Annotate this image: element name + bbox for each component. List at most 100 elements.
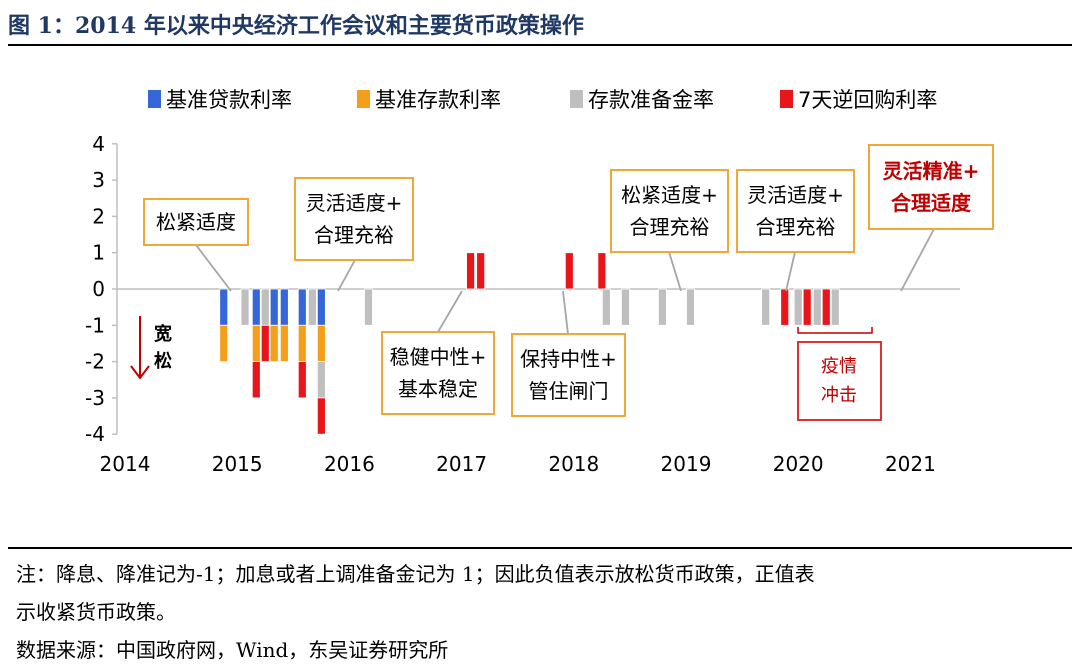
annotation-leader <box>437 290 463 333</box>
bar-segment <box>219 288 229 326</box>
easing-arrow-head <box>130 365 150 380</box>
bar-segment <box>802 288 812 326</box>
bar-segment <box>686 288 695 326</box>
bar-segment <box>476 252 486 290</box>
x-tick-label: 2019 <box>661 452 712 476</box>
source-line: 数据来源：中国政府网，Wind，东吴证券研究所 <box>16 638 449 662</box>
y-tick-label: 3 <box>92 168 105 192</box>
annotation-text: 灵活适度+ <box>747 183 844 207</box>
annotation-leader <box>668 251 682 292</box>
annotation-text: 灵活精准+ <box>883 159 980 183</box>
bar-segment <box>260 288 270 326</box>
legend-swatch <box>780 90 793 108</box>
annotation-text: 合理充裕 <box>756 215 836 239</box>
x-tick-label: 2021 <box>885 452 936 476</box>
covid-text: 疫情 <box>821 356 857 377</box>
x-tick-label: 2015 <box>212 452 263 476</box>
bar-segment <box>269 288 279 326</box>
bar-segment <box>219 324 229 362</box>
bar-segment <box>316 324 326 362</box>
bar-segment <box>316 397 326 435</box>
bar-segment <box>780 288 790 326</box>
x-tick-label: 2020 <box>773 452 824 476</box>
x-tick-label: 2017 <box>436 452 487 476</box>
bar-segment <box>761 288 771 326</box>
bar-segment <box>260 324 270 362</box>
title-divider <box>8 44 1072 46</box>
annotation-box <box>381 331 495 415</box>
bar-segment <box>364 288 373 326</box>
legend-swatch <box>570 90 583 108</box>
annotation-box <box>294 177 414 261</box>
bar-segment <box>658 288 667 326</box>
bar-segment <box>316 288 326 326</box>
legend-swatch <box>357 90 370 108</box>
y-tick-label: 4 <box>92 132 105 156</box>
annotation-box <box>511 333 626 417</box>
bar-segment <box>251 361 261 399</box>
annotation-text: 稳健中性+ <box>390 345 487 369</box>
annotation-leader <box>562 290 569 335</box>
annotation-text: 管住闸门 <box>529 379 609 403</box>
bar-segment <box>269 324 279 362</box>
annotation-leader <box>195 244 232 292</box>
policy-chart: 基准贷款利率 基准存款利率 存款准备金率 7天逆回购利率 4 3 2 1 0 -1 -2 -3 -4 20… <box>85 88 994 476</box>
easing-label: 松 <box>154 350 172 372</box>
bar-segment <box>307 288 317 326</box>
figure-title: 图 1：2014 年以来中央经济工作会议和主要货币政策操作 <box>8 13 584 39</box>
x-tick-label: 2014 <box>100 452 151 476</box>
bar-segment <box>601 288 611 326</box>
annotation-text: 灵活适度+ <box>306 191 403 215</box>
x-tick-label: 2018 <box>548 452 599 476</box>
bar-segment <box>251 288 261 326</box>
bar-segment <box>316 361 326 399</box>
annotation-text: 基本稳定 <box>398 377 478 401</box>
covid-box <box>797 341 882 421</box>
x-tick-label: 2016 <box>324 452 375 476</box>
annotation-box <box>868 144 994 230</box>
bar-segment <box>564 252 574 290</box>
legend-label: 7天逆回购利率 <box>798 88 937 112</box>
annotation-text: 合理充裕 <box>630 215 710 239</box>
note-line-1: 注：降息、降准记为-1；加息或者上调准备金记为 1；因此负值表示放松货币政策，正… <box>16 562 815 586</box>
bar-segment <box>597 252 607 290</box>
easing-label: 宽 <box>154 323 172 345</box>
bar-segment <box>821 288 831 326</box>
y-tick-label: -3 <box>85 386 105 410</box>
bar-segment <box>621 288 630 326</box>
bar-segment <box>297 288 307 326</box>
y-tick-label: -1 <box>85 313 105 337</box>
bar-segment <box>240 288 250 326</box>
y-tick-label: 1 <box>92 241 105 265</box>
note-line-2: 示收紧货币政策。 <box>16 600 176 624</box>
y-tick-label: -2 <box>85 350 105 374</box>
bar-segment <box>297 361 307 399</box>
bar-segment <box>279 324 289 362</box>
bar-segment <box>793 288 803 326</box>
bar-segment <box>279 288 289 326</box>
y-tick-label: -4 <box>85 422 105 446</box>
annotation-text: 保持中性+ <box>520 347 617 371</box>
covid-text: 冲击 <box>821 385 857 406</box>
bar-segment <box>297 324 307 362</box>
legend-swatch <box>148 90 161 108</box>
annotation-leader <box>337 259 356 292</box>
annotation-box <box>736 169 855 253</box>
annotation-text: 松紧适度+ <box>621 183 718 207</box>
footer-divider <box>8 547 1072 549</box>
bar-segment <box>251 324 261 362</box>
bar-segment <box>466 252 475 290</box>
legend-label: 存款准备金率 <box>588 88 714 112</box>
annotation-text: 松紧适度 <box>156 210 236 234</box>
bar-segment <box>812 288 822 326</box>
bar-segment <box>830 288 840 326</box>
legend-label: 基准存款利率 <box>375 88 501 112</box>
annotation-box <box>143 198 249 246</box>
annotation-text: 合理充裕 <box>314 223 394 247</box>
annotation-text: 合理适度 <box>891 191 972 215</box>
y-tick-label: 0 <box>92 277 105 301</box>
annotation-leader <box>785 251 796 292</box>
y-tick-label: 2 <box>92 204 105 228</box>
legend-label: 基准贷款利率 <box>166 88 292 112</box>
annotation-leader <box>900 228 935 292</box>
